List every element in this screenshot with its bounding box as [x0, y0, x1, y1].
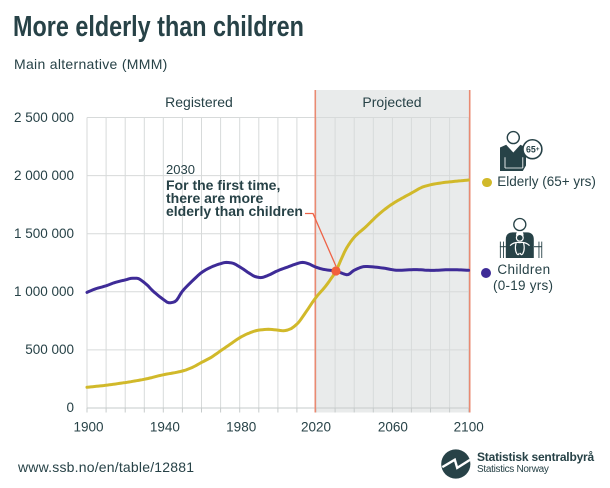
svg-text:0: 0 [66, 400, 74, 415]
svg-text:Projected: Projected [362, 94, 421, 110]
svg-text:Registered: Registered [165, 94, 233, 110]
svg-text:1 000 000: 1 000 000 [14, 284, 74, 299]
svg-text:2100: 2100 [454, 420, 484, 435]
svg-text:500 000: 500 000 [25, 342, 74, 357]
svg-text:2 500 000: 2 500 000 [14, 110, 74, 125]
svg-text:2020: 2020 [301, 420, 331, 435]
svg-text:+: + [536, 146, 540, 153]
svg-text:1900: 1900 [73, 420, 103, 435]
svg-text:1940: 1940 [150, 420, 180, 435]
svg-text:65: 65 [526, 145, 536, 155]
svg-text:1 500 000: 1 500 000 [14, 226, 74, 241]
svg-text:2060: 2060 [378, 420, 408, 435]
svg-text:2 000 000: 2 000 000 [14, 168, 74, 183]
svg-text:1980: 1980 [226, 420, 256, 435]
